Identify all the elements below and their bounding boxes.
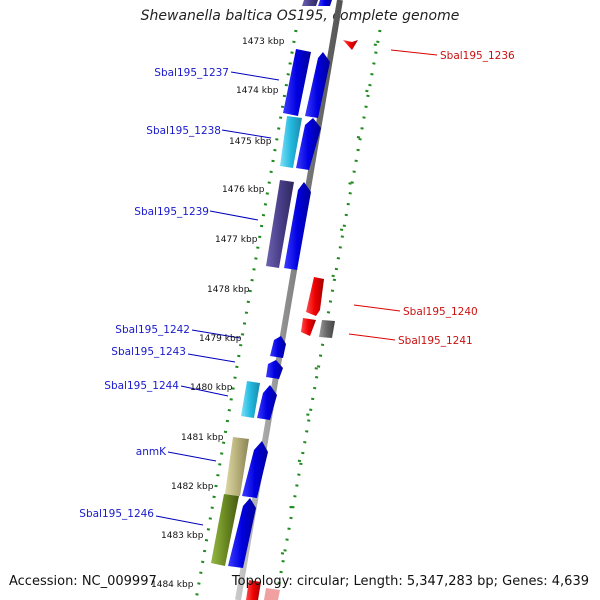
gene-sbal195-1237 [283,49,311,116]
tick-label: 1475 kbp [229,137,272,147]
gene-label: Sbal195_1240 [403,306,478,318]
tick-label: 1483 kbp [161,531,204,541]
tick-label: 1480 kbp [190,383,233,393]
leader-sbal195-1240 [353,304,401,312]
left-gene-labels: Sbal195_1237 Sbal195_1238 Sbal195_1239 S… [79,67,229,520]
leader-sbal195-1241 [348,333,396,341]
right-gene-labels: Sbal195_1236 Sbal195_1240 Sbal195_1241 [398,50,515,347]
tick-label: 1479 kbp [199,334,242,344]
gene-sbal195-1239-b [284,182,311,270]
leader-sbal195-1246 [155,515,204,526]
gene-sbal195-1246-b [228,498,256,568]
leader-sbal195-1244 [180,385,229,397]
genome-title: Shewanella baltica OS195, complete genom… [140,8,460,24]
tick-label: 1473 kbp [242,37,285,47]
genome-backbone [235,0,343,600]
tick-label: 1478 kbp [207,285,250,295]
topology-text: Topology: circular; Length: 5,347,283 bp… [231,574,589,589]
gene-label: Sbal195_1241 [398,335,473,347]
gene-label: Sbal195_1244 [104,380,179,392]
tick-label: 1484 kbp [151,580,194,590]
gene-sbal195-1236 [343,40,358,50]
gene-sbal195-1239 [266,180,294,268]
gene-sbal195-1242 [270,336,286,358]
right-tick-track-major [272,29,380,600]
accession-text: Accession: NC_009997 [9,574,157,589]
tick-label: 1477 kbp [215,235,258,245]
gene-sbal195-1244 [241,381,260,418]
gene-label: Sbal195_1238 [146,125,221,137]
gene-label: anmK [136,446,167,458]
tick-label: 1476 kbp [222,185,265,195]
leader-anmk [167,451,217,462]
gene-label: Sbal195_1246 [79,508,154,520]
gene-label: Sbal195_1243 [111,346,186,358]
right-tick-track [274,29,382,600]
leader-sbal195-1237 [230,71,280,81]
gene-label: Sbal195_1237 [154,67,229,79]
gene-sbal195-1238 [280,116,302,168]
tick-label: 1474 kbp [236,86,279,96]
leader-sbal195-1236 [390,49,438,56]
gene-sbal195-1237-b [305,52,330,118]
tick-label: 1481 kbp [181,433,224,443]
leader-sbal195-1242 [191,329,241,339]
gene-sbal195-1241 [319,320,335,338]
leader-sbal195-1243 [187,353,236,363]
gene-sbal195-1244-b [257,385,277,420]
gene-sbal195-1240 [306,277,324,316]
gene-sbal195-1238-b [296,118,321,170]
kbp-labels: 1473 kbp 1474 kbp 1475 kbp 1476 kbp 1477… [151,37,285,590]
gene-sbal195-1243 [266,360,283,379]
tick-label: 1482 kbp [171,482,214,492]
gene-label: Sbal195_1236 [440,50,515,62]
gene-label: Sbal195_1242 [115,324,190,336]
leader-sbal195-1238 [221,129,272,139]
gene-anmk [225,437,249,496]
gene-anmk-b [242,441,268,498]
partial-feature-top-2 [318,0,332,6]
gene-sbal195-1246 [211,494,239,566]
leader-sbal195-1239 [209,210,259,221]
gene-label: Sbal195_1239 [134,206,209,218]
partial-feature-bottom [246,580,261,600]
partial-feature-bottom-2 [264,588,280,600]
gene-sbal195-1240-b [301,318,316,336]
partial-feature-top [302,0,318,6]
